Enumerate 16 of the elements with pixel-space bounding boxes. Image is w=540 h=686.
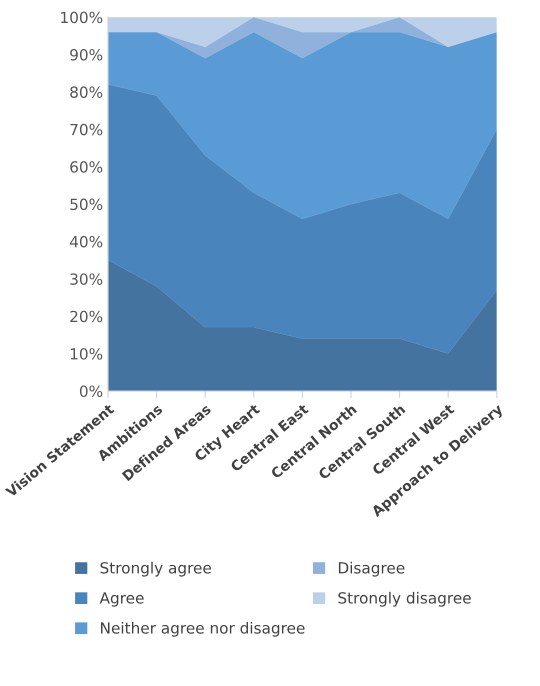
- legend-label: Disagree: [338, 562, 404, 577]
- y-tick-label: 0%: [80, 385, 102, 398]
- legend-label: Strongly disagree: [338, 592, 471, 607]
- y-tick-label: 50%: [70, 198, 102, 210]
- y-tick-label: 30%: [70, 273, 102, 285]
- y-tick-label: 70%: [70, 124, 102, 136]
- y-tick-label: 80%: [70, 86, 102, 98]
- y-tick-label: 60%: [70, 161, 102, 173]
- y-tick-label: 10%: [70, 348, 102, 360]
- y-tick-label: 90%: [70, 49, 102, 61]
- y-tick-label: 40%: [70, 236, 102, 248]
- y-tick-label: 20%: [70, 310, 102, 322]
- legend-label: Agree: [100, 592, 144, 607]
- legend-label: Strongly agree: [100, 562, 212, 577]
- y-tick-label: 100%: [61, 12, 102, 24]
- legend-label: Neither agree nor disagree: [101, 622, 305, 637]
